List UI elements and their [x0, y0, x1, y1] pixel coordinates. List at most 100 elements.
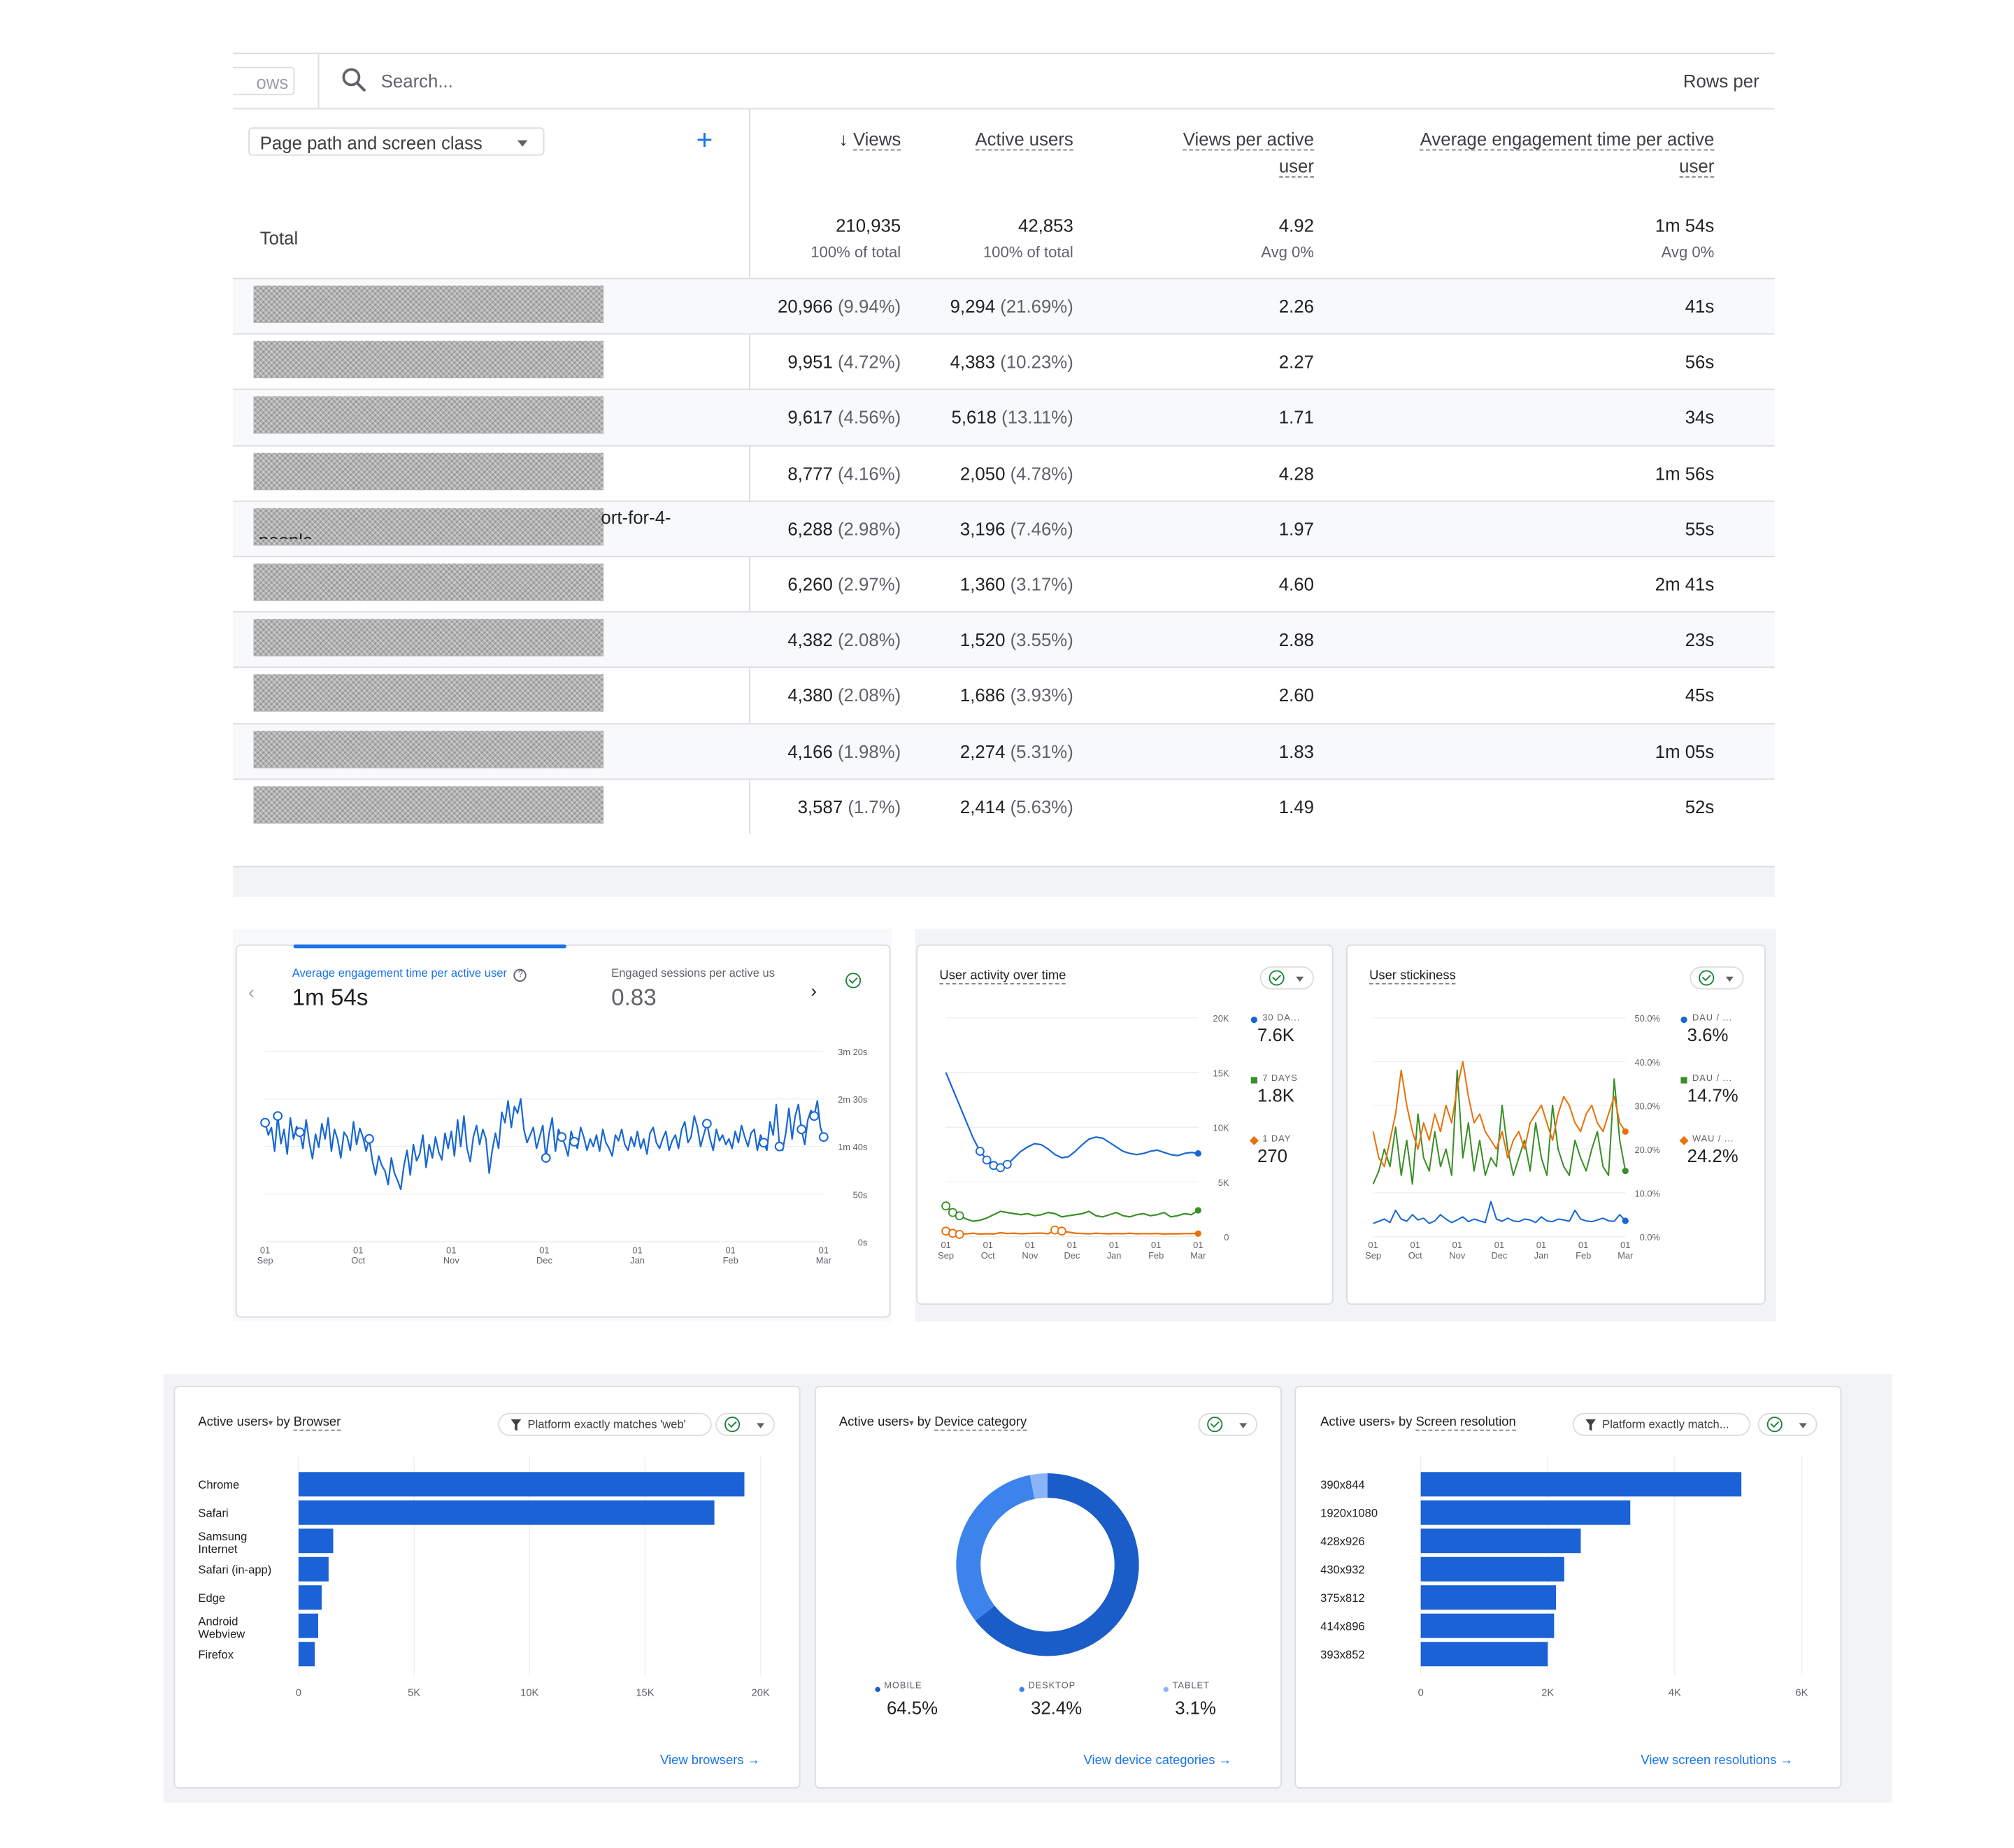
compare-menu[interactable] — [1690, 966, 1744, 990]
bar[interactable] — [298, 1556, 329, 1582]
anomaly-marker[interactable] — [955, 1229, 964, 1239]
compare-menu[interactable] — [715, 1412, 775, 1436]
table-row[interactable]: 6,260 (2.97%) 1,360 (3.17%) 4.60 2m 41s — [233, 556, 1775, 613]
browser-filter-chip[interactable]: Platform exactly matches 'web' — [498, 1412, 712, 1436]
dimension-selector[interactable]: Page path and screen class — [248, 127, 545, 156]
row-avg-engagement: 1m 05s — [1655, 740, 1715, 761]
header-avg-engagement[interactable]: Average engagement time per active user — [1366, 126, 1715, 180]
dimension-selector-label: Page path and screen class — [259, 132, 483, 153]
bar[interactable] — [298, 1613, 319, 1638]
bar[interactable] — [1420, 1528, 1581, 1554]
anomaly-marker[interactable] — [364, 1133, 374, 1144]
header-views[interactable]: ↓ Views — [773, 126, 901, 153]
check-icon[interactable] — [845, 973, 862, 989]
header-views-per-user[interactable]: Views per active user — [1134, 126, 1314, 180]
y-tick-label: 20.0% — [1634, 1145, 1660, 1155]
view-device-categories-link[interactable]: View device categories → — [1083, 1754, 1231, 1768]
bar[interactable] — [298, 1642, 315, 1667]
total-aet-sub: Avg 0% — [1661, 243, 1715, 262]
view-browsers-link[interactable]: View browsers → — [660, 1754, 760, 1768]
metric2-tab[interactable]: Engaged sessions per active us — [611, 966, 776, 980]
bar[interactable] — [1420, 1642, 1548, 1667]
browser-card-title[interactable]: Active users▾ by Browser — [198, 1415, 341, 1431]
resolution-card-title[interactable]: Active users▾ by Screen resolution — [1320, 1415, 1516, 1431]
y-tick-label: 10.0% — [1634, 1188, 1660, 1198]
bar[interactable] — [298, 1528, 334, 1554]
donut-slice[interactable] — [956, 1475, 1035, 1621]
x-tick-label: Nov — [443, 1255, 459, 1266]
row-views: 6,260 (2.97%) — [787, 573, 901, 595]
bar[interactable] — [1420, 1500, 1631, 1525]
legend-marker — [1680, 1016, 1687, 1024]
table-row[interactable]: 4,166 (1.98%) 2,274 (5.31%) 1.83 1m 05s — [233, 722, 1775, 780]
anomaly-marker[interactable] — [818, 1132, 829, 1142]
anomaly-marker[interactable] — [260, 1117, 271, 1128]
category-label: 428x926 — [1320, 1535, 1365, 1548]
rows-selector[interactable]: ows — [233, 66, 295, 96]
add-dimension-button[interactable]: + — [696, 123, 713, 156]
table-row[interactable]: 9,617 (4.56%) 5,618 (13.11%) 1.71 34s — [233, 389, 1775, 446]
compare-menu[interactable] — [1259, 966, 1314, 990]
anomaly-marker[interactable] — [797, 1124, 807, 1135]
redacted-page-path — [253, 452, 604, 490]
chevron-down-icon — [757, 1423, 765, 1428]
total-views-sub: 100% of total — [810, 243, 901, 262]
bar[interactable] — [298, 1500, 715, 1525]
compare-menu[interactable] — [1198, 1412, 1257, 1436]
anomaly-marker[interactable] — [955, 1211, 964, 1221]
resolution-filter-chip[interactable]: Platform exactly match... — [1572, 1412, 1750, 1436]
anomaly-marker[interactable] — [975, 1147, 985, 1156]
anomaly-marker[interactable] — [774, 1141, 785, 1152]
table-row[interactable]: 20,966 (9.94%) 9,294 (21.69%) 2.26 41s — [233, 278, 1775, 335]
table-row[interactable]: 8,777 (4.16%) 2,050 (4.78%) 4.28 1m 56s — [233, 444, 1775, 501]
table-row[interactable]: 4,380 (2.08%) 1,686 (3.93%) 2.60 45s — [233, 666, 1775, 724]
row-active-users: 3,196 (7.46%) — [959, 518, 1073, 539]
row-views: 9,617 (4.56%) — [787, 407, 901, 428]
anomaly-marker[interactable] — [982, 1155, 992, 1165]
total-vpu-sub: Avg 0% — [1261, 243, 1314, 262]
bar[interactable] — [298, 1585, 322, 1610]
table-row[interactable]: 4,382 (2.08%) 1,520 (3.55%) 2.88 23s — [233, 611, 1775, 668]
anomaly-marker[interactable] — [541, 1153, 551, 1163]
bar[interactable] — [298, 1472, 745, 1497]
x-tick-label: Sep — [257, 1255, 273, 1266]
anomaly-marker[interactable] — [701, 1119, 712, 1129]
bar[interactable] — [1420, 1556, 1564, 1582]
y-tick-label: 40.0% — [1634, 1057, 1660, 1068]
compare-menu[interactable] — [1757, 1412, 1817, 1436]
view-screen-resolutions-link[interactable]: View screen resolutions → — [1641, 1754, 1793, 1768]
anomaly-marker[interactable] — [809, 1111, 820, 1122]
help-icon[interactable]: ? — [514, 968, 527, 982]
bar[interactable] — [1420, 1613, 1555, 1638]
bar[interactable] — [1420, 1472, 1742, 1497]
x-tick-label: 01 — [1067, 1240, 1077, 1250]
chevron-right-icon[interactable]: › — [810, 980, 817, 1001]
check-icon — [1269, 970, 1285, 986]
anomaly-marker[interactable] — [1057, 1226, 1066, 1236]
header-views-label: Views — [852, 129, 901, 151]
row-views-per-user: 4.28 — [1278, 462, 1314, 484]
anomaly-marker[interactable] — [557, 1132, 567, 1142]
metric1-tab[interactable]: Average engagement time per active user … — [292, 966, 527, 982]
anomaly-marker[interactable] — [273, 1111, 283, 1122]
anomaly-marker[interactable] — [1002, 1159, 1012, 1169]
legend-marker — [1250, 1077, 1257, 1084]
anomaly-marker[interactable] — [941, 1201, 951, 1211]
series-end-marker — [1194, 1230, 1201, 1237]
row-avg-engagement: 52s — [1685, 796, 1715, 817]
row-path-fragment: ) — [233, 795, 234, 815]
anomaly-marker[interactable] — [569, 1136, 580, 1147]
bar[interactable] — [1420, 1585, 1557, 1610]
donut-slice[interactable] — [1029, 1473, 1048, 1499]
chevron-left-icon[interactable]: ‹ — [248, 982, 255, 1003]
anomaly-marker[interactable] — [759, 1138, 769, 1148]
table-row[interactable]: 3,587 (1.7%) 2,414 (5.63%) 1.49 52s) — [233, 778, 1775, 835]
device-card-title[interactable]: Active users▾ by Device category — [838, 1415, 1027, 1431]
header-active-users[interactable]: Active users — [928, 126, 1073, 153]
anomaly-marker[interactable] — [294, 1127, 305, 1138]
table-row[interactable]: 9,951 (4.72%) 4,383 (10.23%) 2.27 56s — [233, 333, 1775, 390]
search-input[interactable] — [380, 68, 896, 94]
donut-slice[interactable] — [975, 1473, 1139, 1656]
table-row[interactable]: 6,288 (2.98%) 3,196 (7.46%) 1.97 55s ort-for… — [233, 500, 1775, 557]
